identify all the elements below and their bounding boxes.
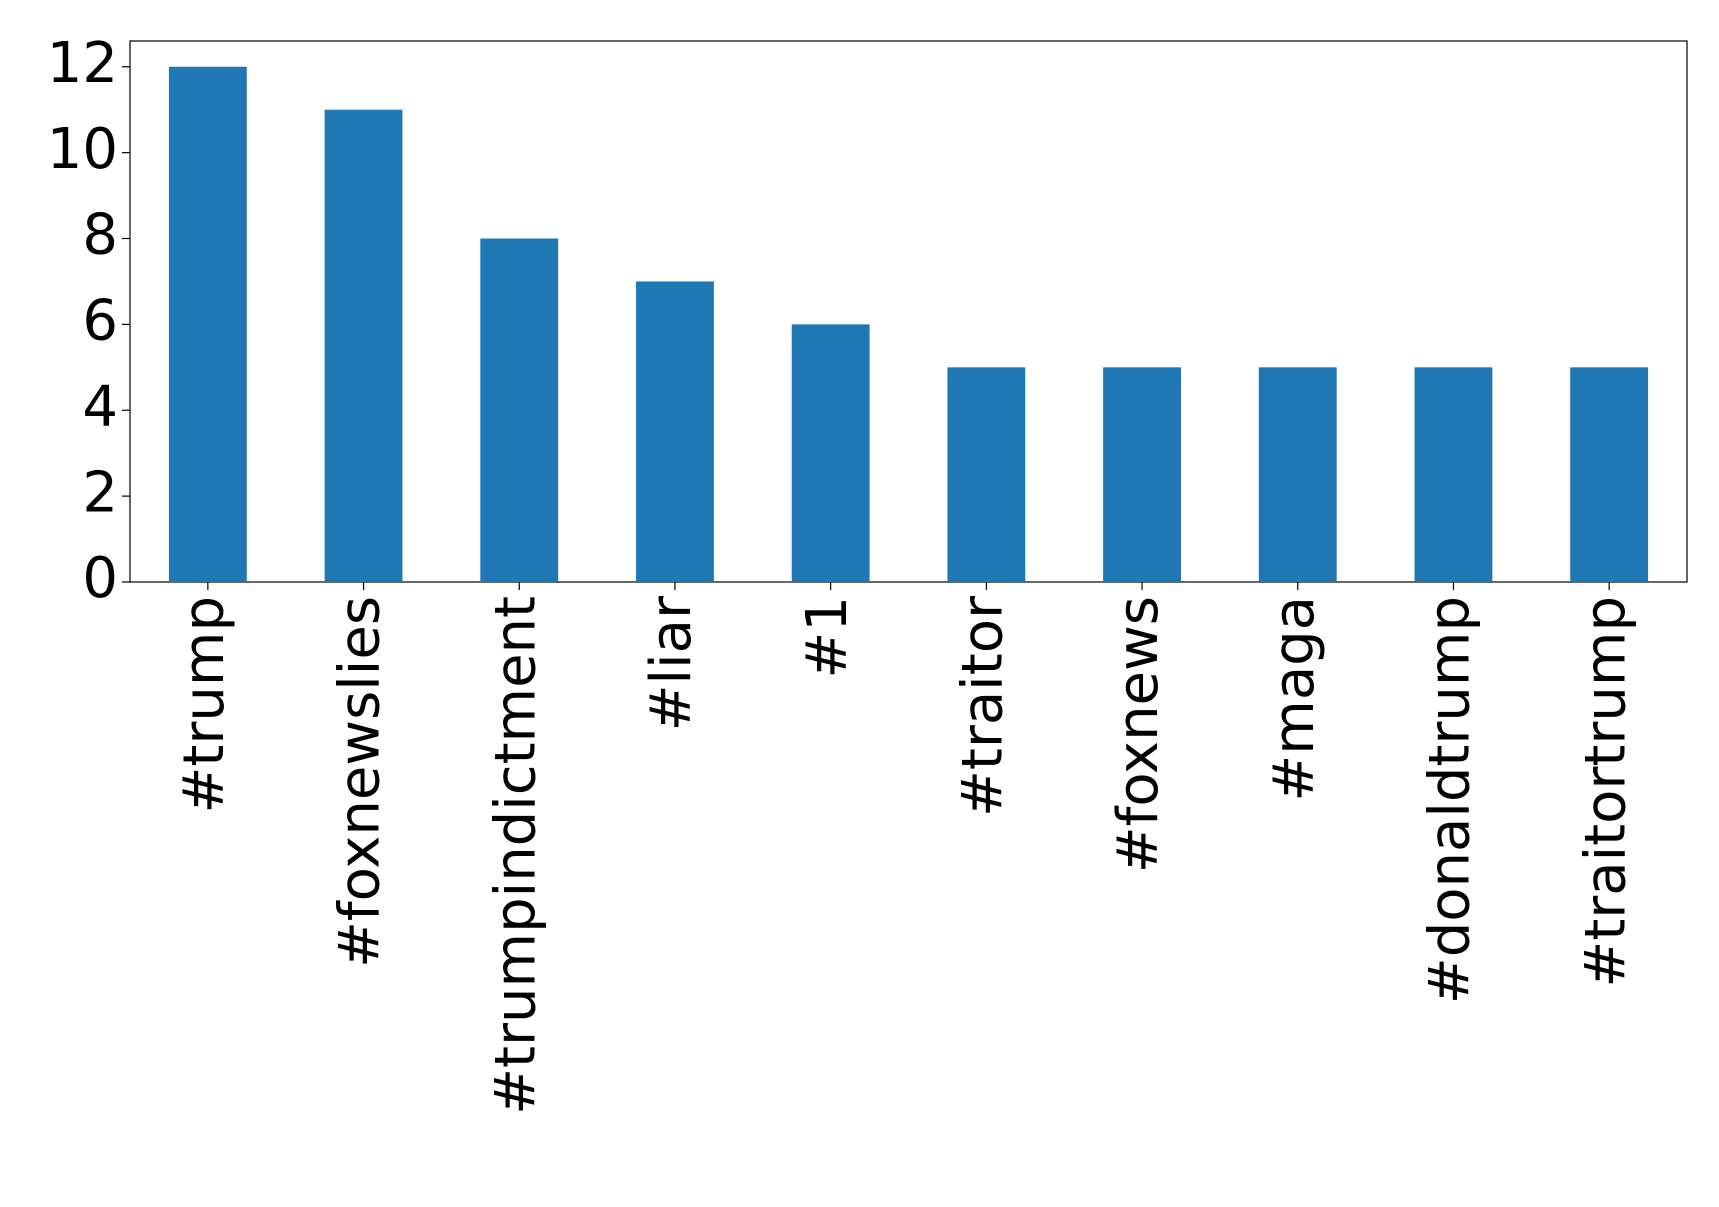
x-tick-label: #foxnews — [1106, 596, 1171, 873]
bar — [791, 324, 870, 582]
x-tick-label: #liar — [639, 595, 704, 731]
bar — [168, 66, 247, 582]
bar — [636, 281, 714, 582]
bar — [480, 238, 559, 582]
y-tick-label: 0 — [82, 546, 118, 611]
y-tick-label: 10 — [47, 117, 118, 182]
x-tick-label: #foxnewslies — [328, 596, 393, 968]
x-tick-label: #traitortrump — [1573, 596, 1638, 988]
bar — [1414, 367, 1493, 582]
bar — [324, 109, 403, 582]
x-tick-label: #traitor — [950, 595, 1015, 817]
x-tick-label: #trump — [172, 596, 237, 814]
y-tick-label: 6 — [82, 289, 118, 354]
x-tick-label: #donaldtrump — [1418, 596, 1483, 1004]
y-tick-label: 8 — [82, 203, 118, 268]
bar — [1258, 367, 1337, 582]
bar — [947, 367, 1026, 582]
y-tick-label: 2 — [82, 460, 118, 525]
y-tick-label: 12 — [47, 31, 118, 96]
bar — [1570, 367, 1649, 582]
plot-frame — [129, 40, 1688, 583]
x-tick-label: #maga — [1262, 596, 1327, 802]
x-tick-label: #trumpindictment — [483, 596, 548, 1115]
x-tick-label: #1 — [795, 596, 860, 679]
bar — [1103, 367, 1181, 582]
y-tick-label: 4 — [82, 374, 118, 439]
